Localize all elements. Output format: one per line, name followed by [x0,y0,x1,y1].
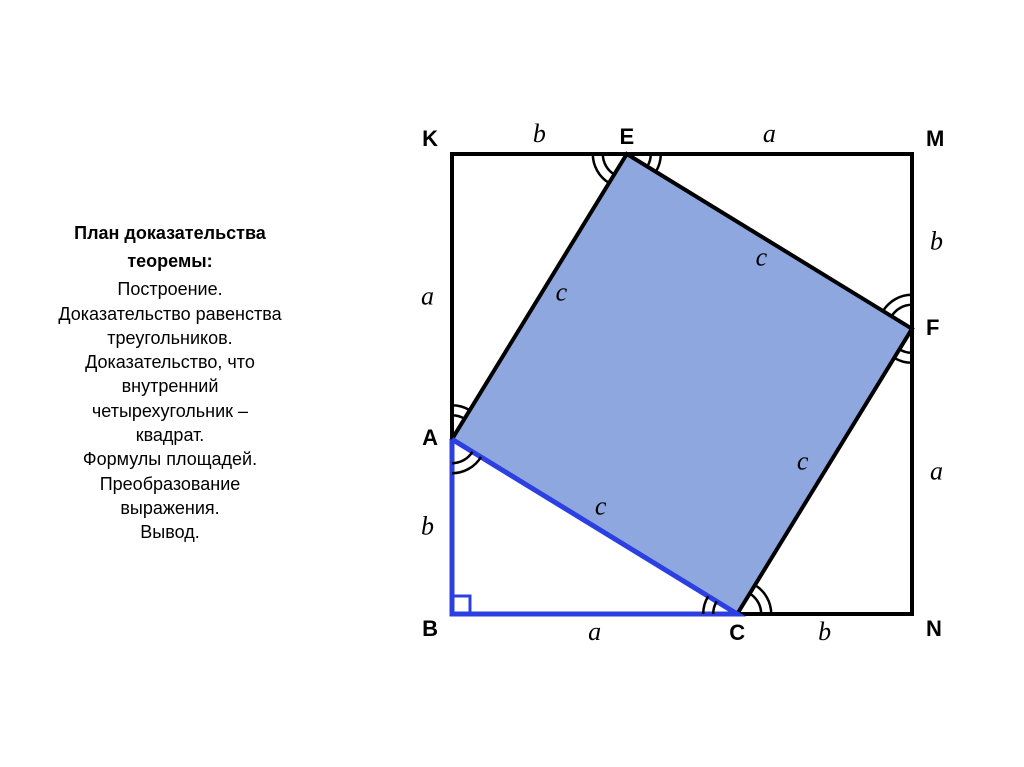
plan-line: четырехугольник – [20,399,320,423]
vertex-label-N: N [926,616,942,641]
edge-label-c: c [797,446,809,475]
arc-F-top [892,304,912,315]
edge-label-a: a [930,456,943,485]
arc-A-top [452,405,470,410]
edge-label-b: b [818,617,831,646]
arc-F-bottom [894,357,912,362]
arc-C-left [703,596,708,614]
vertex-label-A: A [422,425,438,450]
edge-label-a: a [763,119,776,148]
plan-line: Преобразование [20,472,320,496]
vertex-label-K: K [422,126,438,151]
plan-line: внутренний [20,374,320,398]
arc-E-left [603,154,614,174]
pythagoras-diagram: K E M F N C B Ab a b a a b a b c c c c [402,104,962,664]
arc-C-right [750,593,761,613]
arc-E-right [656,154,661,172]
right-angle-marker [452,596,470,614]
edge-label-c: c [595,491,607,520]
plan-line: треугольников. [20,326,320,350]
vertex-label-C: C [729,620,745,645]
edge-label-b: b [930,226,943,255]
plan-line: квадрат. [20,423,320,447]
plan-line: Доказательство, что [20,350,320,374]
edge-label-a: a [588,617,601,646]
edge-label-c: c [756,242,768,271]
edge-label-b: b [421,511,434,540]
plan-line: выражения. [20,496,320,520]
edge-label-c: c [556,277,568,306]
vertex-label-M: M [926,126,944,151]
diagram-area: K E M F N C B Ab a b a a b a b c c c c [340,104,1024,664]
plan-title-2: теоремы: [20,250,320,273]
plan-line: Доказательство равенства [20,302,320,326]
plan-title-1: План доказательства [20,222,320,245]
edge-label-b: b [533,119,546,148]
arc-A-bottom [452,451,472,462]
vertex-label-B: B [422,616,438,641]
edge-label-a: a [421,281,434,310]
plan-line: Вывод. [20,520,320,544]
plan-line: Построение. [20,277,320,301]
vertex-label-F: F [926,314,939,339]
inner-square [452,154,912,614]
plan-line: Формулы площадей. [20,447,320,471]
proof-plan-text: План доказательства теоремы: Построение.… [0,222,340,544]
vertex-label-E: E [619,124,634,149]
